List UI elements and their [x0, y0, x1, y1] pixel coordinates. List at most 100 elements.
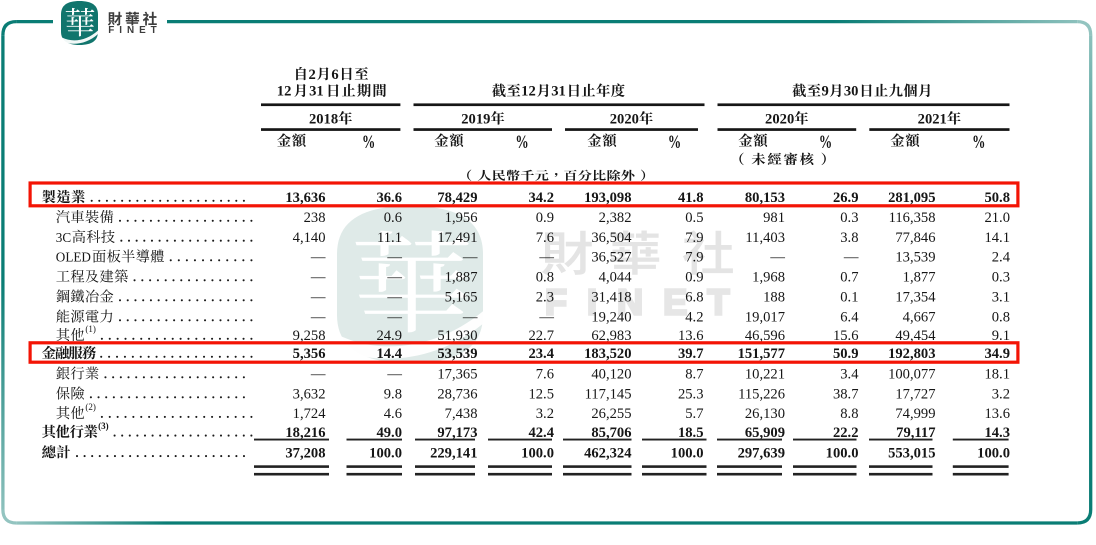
svg-text:80,153: 80,153: [745, 190, 785, 206]
svg-text:0.8: 0.8: [992, 310, 1010, 326]
svg-text:3.4: 3.4: [840, 367, 859, 383]
svg-text:2.3: 2.3: [536, 290, 554, 306]
svg-text:17,727: 17,727: [895, 387, 935, 403]
svg-text:1,968: 1,968: [752, 270, 785, 286]
svg-text:0.3: 0.3: [992, 270, 1010, 286]
svg-text:12: 12: [277, 84, 292, 100]
svg-text:FINET: FINET: [545, 281, 750, 322]
svg-text:39.7: 39.7: [678, 346, 704, 362]
svg-text:17,491: 17,491: [437, 230, 477, 246]
svg-text:—: —: [386, 290, 402, 306]
svg-text:100.0: 100.0: [521, 445, 554, 461]
svg-text:281,095: 281,095: [888, 190, 935, 206]
svg-text:—: —: [386, 310, 402, 326]
svg-text:100.0: 100.0: [826, 445, 859, 461]
svg-text:7.9: 7.9: [685, 250, 703, 266]
svg-text:(2): (2): [85, 402, 96, 412]
svg-text:46,596: 46,596: [745, 328, 785, 344]
svg-text:13.6: 13.6: [984, 406, 1010, 422]
svg-text:2,382: 2,382: [599, 210, 632, 226]
svg-text:34.9: 34.9: [984, 346, 1010, 362]
svg-text:49,454: 49,454: [895, 328, 936, 344]
svg-text:0.9: 0.9: [536, 210, 554, 226]
svg-text:18,216: 18,216: [285, 425, 325, 441]
svg-text:31,418: 31,418: [591, 290, 631, 306]
svg-text:37,208: 37,208: [285, 445, 325, 461]
svg-text:9.8: 9.8: [384, 387, 402, 403]
svg-text:100,077: 100,077: [888, 367, 935, 383]
svg-text:3,632: 3,632: [293, 387, 326, 403]
svg-text:0.3: 0.3: [840, 210, 858, 226]
svg-text:0.8: 0.8: [536, 270, 554, 286]
svg-text:1,724: 1,724: [293, 406, 327, 422]
svg-text:50.9: 50.9: [833, 346, 859, 362]
svg-text:4,044: 4,044: [599, 270, 633, 286]
svg-text:553,015: 553,015: [888, 445, 935, 461]
svg-text:2020: 2020: [610, 111, 639, 127]
svg-text:50.8: 50.8: [984, 190, 1010, 206]
svg-text:100.0: 100.0: [977, 445, 1010, 461]
svg-text:4.2: 4.2: [685, 310, 703, 326]
svg-text:24.9: 24.9: [376, 328, 402, 344]
svg-text:0.1: 0.1: [840, 290, 858, 306]
svg-text:183,520: 183,520: [584, 346, 631, 362]
svg-text:6.4: 6.4: [840, 310, 859, 326]
svg-text:19,017: 19,017: [745, 310, 785, 326]
svg-text:34.2: 34.2: [528, 190, 554, 206]
svg-text:2019: 2019: [461, 111, 490, 127]
svg-text:12: 12: [521, 84, 536, 100]
svg-text:62,983: 62,983: [591, 328, 631, 344]
svg-text:26,130: 26,130: [745, 406, 785, 422]
svg-text:42.4: 42.4: [528, 425, 554, 441]
svg-text:1,887: 1,887: [445, 270, 478, 286]
svg-text:3.8: 3.8: [840, 230, 858, 246]
svg-text:9.1: 9.1: [992, 328, 1010, 344]
svg-text:2.4: 2.4: [992, 250, 1011, 266]
svg-text:30: 30: [844, 84, 859, 100]
svg-text:14.1: 14.1: [984, 230, 1010, 246]
svg-text:14.3: 14.3: [984, 425, 1010, 441]
svg-text:40,120: 40,120: [591, 367, 631, 383]
svg-text:13.6: 13.6: [678, 328, 704, 344]
svg-text:188: 188: [763, 290, 785, 306]
svg-text:7.9: 7.9: [685, 230, 703, 246]
svg-text:18.1: 18.1: [984, 367, 1010, 383]
svg-text:23.4: 23.4: [528, 346, 554, 362]
svg-text:100.0: 100.0: [671, 445, 704, 461]
svg-text:2018: 2018: [309, 111, 338, 127]
svg-text:49.0: 49.0: [376, 425, 402, 441]
svg-text:6: 6: [331, 67, 338, 83]
svg-text:100.0: 100.0: [369, 445, 402, 461]
svg-text:10,221: 10,221: [745, 367, 785, 383]
svg-text:79,117: 79,117: [896, 425, 935, 441]
svg-text:8.8: 8.8: [840, 406, 858, 422]
svg-text:6.8: 6.8: [685, 290, 703, 306]
svg-text:3C: 3C: [56, 230, 72, 245]
svg-text:—: —: [462, 250, 478, 266]
svg-text:7,438: 7,438: [445, 406, 478, 422]
svg-text:0.9: 0.9: [685, 270, 703, 286]
svg-text:22.2: 22.2: [833, 425, 859, 441]
svg-text:51,930: 51,930: [437, 328, 477, 344]
svg-text:—: —: [310, 250, 326, 266]
svg-text:26,255: 26,255: [591, 406, 631, 422]
svg-text:193,098: 193,098: [584, 190, 631, 206]
svg-text:—: —: [386, 270, 402, 286]
svg-text:41.8: 41.8: [678, 190, 704, 206]
svg-text:31: 31: [551, 84, 566, 100]
svg-text:13,539: 13,539: [895, 250, 935, 266]
svg-text:3.2: 3.2: [992, 387, 1010, 403]
svg-text:11,403: 11,403: [745, 230, 785, 246]
svg-text:31: 31: [309, 84, 324, 100]
svg-text:462,324: 462,324: [584, 445, 632, 461]
svg-text:192,803: 192,803: [888, 346, 935, 362]
svg-text:—: —: [310, 270, 326, 286]
svg-text:%: %: [819, 133, 832, 153]
svg-text:17,365: 17,365: [437, 367, 477, 383]
svg-text:25.3: 25.3: [678, 387, 704, 403]
svg-text:FINET: FINET: [108, 25, 162, 36]
svg-text:%: %: [668, 133, 681, 153]
svg-text:297,639: 297,639: [738, 445, 785, 461]
svg-text:26.9: 26.9: [833, 190, 859, 206]
svg-text:3.2: 3.2: [536, 406, 554, 422]
